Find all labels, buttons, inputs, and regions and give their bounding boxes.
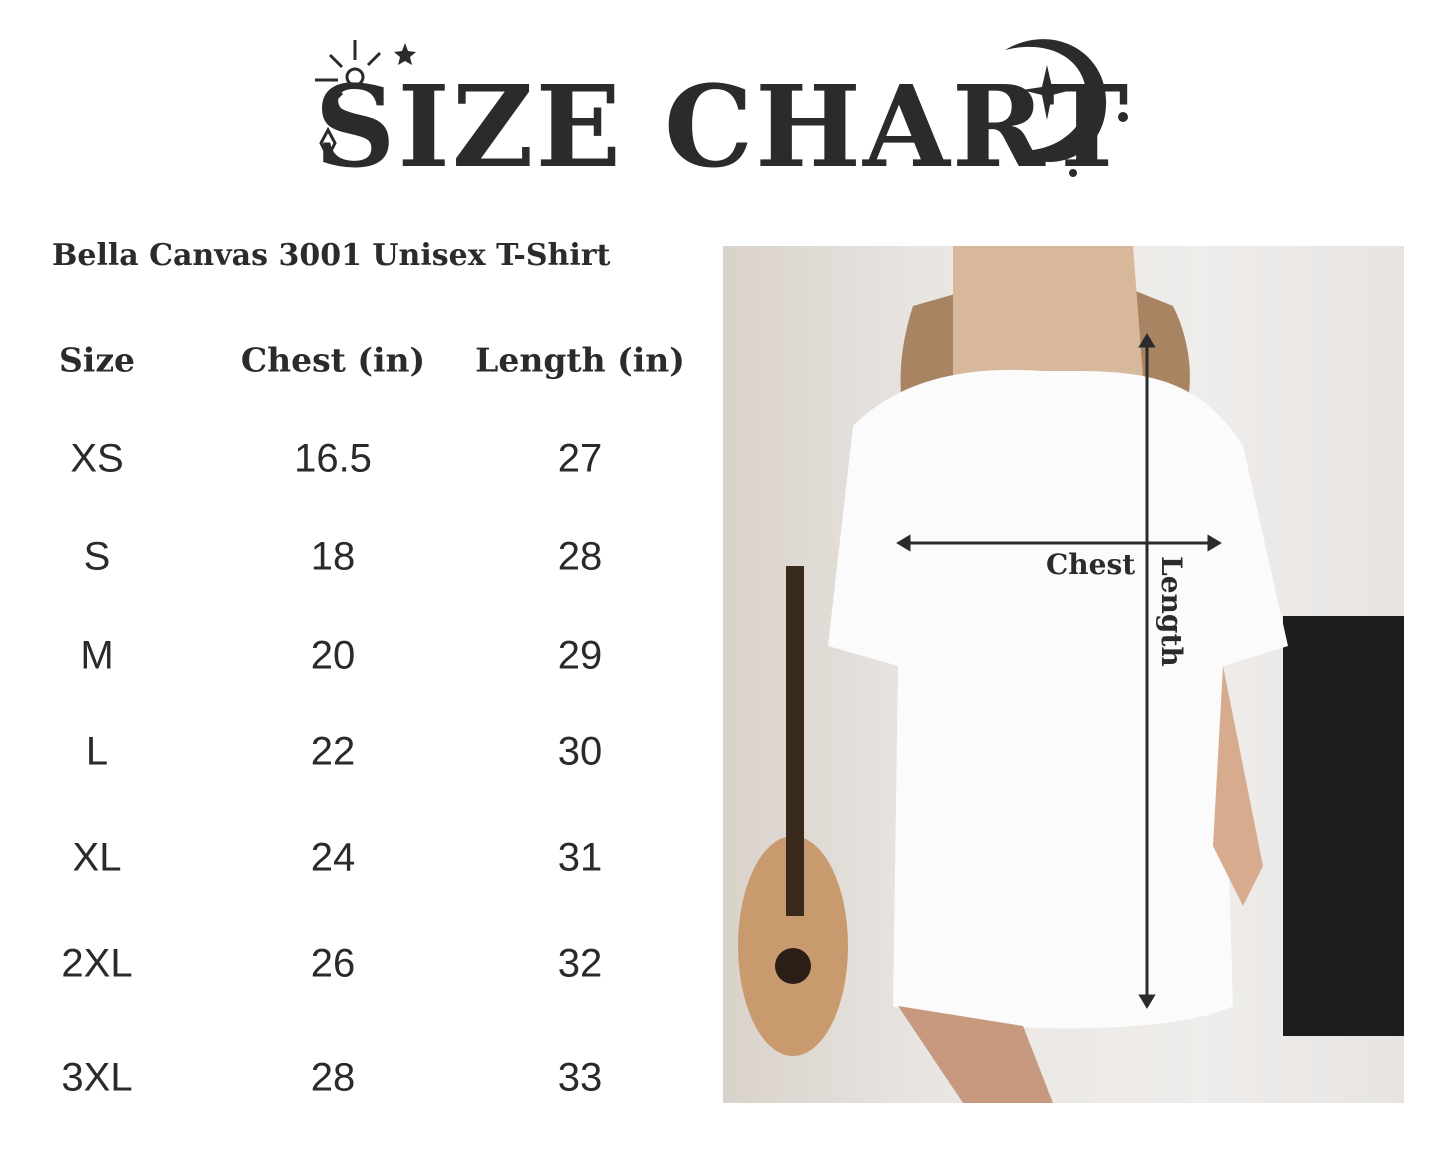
length-label: Length [1155, 556, 1188, 667]
cell-length: 30 [557, 729, 603, 774]
cell-length: 33 [557, 1055, 603, 1100]
cell-length: 29 [557, 633, 603, 678]
cell-chest: 24 [310, 835, 356, 880]
cell-chest: 22 [310, 729, 356, 774]
cell-size: XS [70, 436, 124, 481]
cell-chest: 20 [310, 633, 356, 678]
cell-chest: 28 [310, 1055, 356, 1100]
cell-size: S [83, 534, 111, 579]
cell-length: 32 [557, 941, 603, 986]
header-size: Size [58, 340, 136, 380]
cell-length: 31 [557, 835, 603, 880]
cell-length: 28 [557, 534, 603, 579]
header-length: Length (in) [475, 340, 685, 380]
cell-size: 3XL [61, 1055, 133, 1100]
cell-size: XL [72, 835, 122, 880]
cell-chest: 16.5 [294, 436, 372, 481]
sun-sparkle-icon [315, 40, 416, 161]
cell-length: 27 [557, 436, 603, 481]
model-photo: Chest Length [723, 246, 1404, 1103]
cell-size: L [85, 729, 109, 774]
header-chest: Chest (in) [240, 340, 426, 380]
page-title: SIZE CHART [314, 62, 1131, 193]
cell-size: M [80, 633, 114, 678]
photo-illustration [738, 246, 1404, 1103]
product-name: Bella Canvas 3001 Unisex T-Shirt [52, 238, 611, 273]
moon-star-icon [1005, 39, 1128, 177]
cell-size: 2XL [61, 941, 133, 986]
cell-chest: 26 [310, 941, 356, 986]
cell-chest: 18 [310, 534, 356, 579]
chest-label: Chest [1046, 548, 1136, 581]
